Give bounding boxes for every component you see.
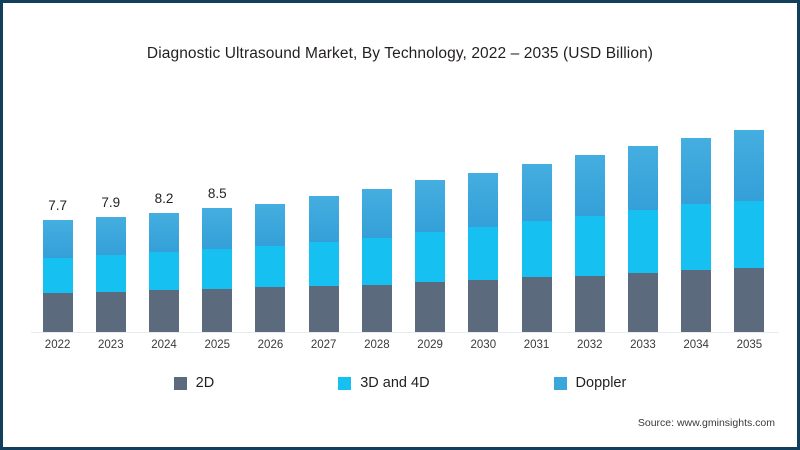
data-label-2024: 8.2 (154, 190, 174, 206)
legend-label: 2D (195, 375, 215, 391)
bar-segment-2031-3d-and-4d (521, 221, 552, 278)
bar-segment-2031-doppler (521, 164, 552, 222)
data-label-2022: 7.7 (48, 197, 67, 213)
bar-2022[interactable] (42, 219, 73, 333)
bar-2025[interactable] (202, 208, 233, 333)
bar-2031[interactable] (521, 164, 552, 333)
bar-segment-2034-2d (681, 269, 712, 333)
bar-segment-2032-2d (574, 275, 605, 333)
bar-2024[interactable] (149, 212, 180, 333)
bar-2026[interactable] (255, 203, 286, 333)
bar-2030[interactable] (468, 172, 499, 333)
bar-segment-2023-2d (95, 291, 126, 333)
x-axis-tick-2034: 2034 (683, 339, 709, 351)
bar-segment-2033-3d-and-4d (627, 209, 658, 273)
bar-segment-2033-doppler (627, 146, 658, 210)
x-axis-tick-2032: 2032 (576, 339, 603, 351)
chart-title: Diagnostic Ultrasound Market, By Technol… (146, 45, 654, 62)
legend-label: 3D and 4D (360, 375, 430, 391)
bar-segment-2028-2d (361, 284, 392, 333)
bar-segment-2031-2d (521, 277, 552, 333)
data-label-2025: 8.5 (207, 186, 227, 202)
data-label-2023: 7.9 (101, 194, 121, 210)
x-axis-tick-2028: 2028 (364, 339, 390, 351)
bar-segment-2027-2d (308, 286, 339, 333)
legend-label: Doppler (575, 375, 627, 391)
bar-segment-2030-3d-and-4d (468, 227, 499, 281)
bar-segment-2026-3d-and-4d (255, 246, 286, 288)
bar-segment-2034-doppler (681, 137, 712, 204)
bar-segment-2028-3d-and-4d (361, 237, 392, 285)
legend-item-doppler[interactable]: Doppler (553, 375, 627, 391)
bar-segment-2022-3d-and-4d (42, 258, 73, 294)
source-attribution: Source: www.gminsights.com (637, 417, 775, 429)
x-axis-tick-2027: 2027 (310, 339, 337, 351)
bar-2032[interactable] (574, 155, 605, 333)
x-axis-tick-2023: 2023 (98, 339, 124, 351)
bar-2035[interactable] (734, 130, 765, 333)
bar-segment-2029-doppler (415, 180, 446, 232)
bar-segment-2029-3d-and-4d (415, 231, 446, 282)
legend-swatch-icon-3d-and-4d (338, 376, 352, 390)
x-axis-tick-2033: 2033 (630, 339, 656, 351)
bar-segment-2022-doppler (42, 219, 73, 259)
bar-2028[interactable] (361, 189, 392, 333)
bar-segment-2025-2d (202, 288, 233, 333)
legend-swatch-icon-2d (173, 376, 187, 390)
bar-segment-2032-doppler (574, 155, 605, 216)
bar-segment-2035-2d (734, 268, 765, 333)
bar-segment-2024-3d-and-4d (149, 252, 180, 291)
bar-segment-2035-doppler (734, 130, 765, 201)
bar-segment-2034-3d-and-4d (681, 203, 712, 270)
legend-item-2d[interactable]: 2D (173, 375, 215, 391)
bar-segment-2029-2d (415, 281, 446, 333)
x-axis-tick-2024: 2024 (151, 339, 177, 351)
bar-segment-2026-2d (255, 287, 286, 333)
bar-segment-2035-3d-and-4d (734, 200, 765, 269)
bar-segment-2027-3d-and-4d (308, 241, 339, 286)
bar-2033[interactable] (627, 146, 658, 333)
x-axis-tick-2031: 2031 (523, 339, 550, 351)
bar-segment-2026-doppler (255, 203, 286, 247)
bar-segment-2030-doppler (468, 172, 499, 228)
x-axis-tick-2035: 2035 (736, 339, 763, 351)
bar-segment-2024-doppler (149, 212, 180, 253)
x-axis-tick-2029: 2029 (417, 339, 443, 351)
bar-2034[interactable] (681, 137, 712, 333)
bar-segment-2033-2d (627, 272, 658, 333)
bar-segment-2030-2d (468, 280, 499, 333)
bar-segment-2028-doppler (361, 189, 392, 238)
bar-2023[interactable] (95, 216, 126, 333)
chart-legend: 2D 3D and 4D Doppler (3, 375, 797, 391)
plot-area (31, 98, 776, 333)
bar-2027[interactable] (308, 196, 339, 333)
x-axis-tick-2026: 2026 (257, 339, 284, 351)
legend-swatch-icon-doppler (553, 376, 567, 390)
axis-baseline (31, 332, 779, 333)
bar-2029[interactable] (415, 180, 446, 333)
x-axis-tick-2030: 2030 (470, 339, 497, 351)
x-axis-tick-2022: 2022 (44, 339, 71, 351)
bar-segment-2032-3d-and-4d (574, 215, 605, 276)
bar-segment-2024-2d (149, 290, 180, 333)
legend-item-3d-and-4d[interactable]: 3D and 4D (338, 375, 430, 391)
bar-segment-2025-doppler (202, 208, 233, 250)
bar-segment-2022-2d (42, 293, 73, 333)
bar-segment-2023-3d-and-4d (95, 255, 126, 292)
bar-segment-2023-doppler (95, 216, 126, 256)
bar-segment-2027-doppler (308, 196, 339, 242)
bar-segment-2025-3d-and-4d (202, 249, 233, 289)
x-axis-tick-2025: 2025 (204, 339, 231, 351)
